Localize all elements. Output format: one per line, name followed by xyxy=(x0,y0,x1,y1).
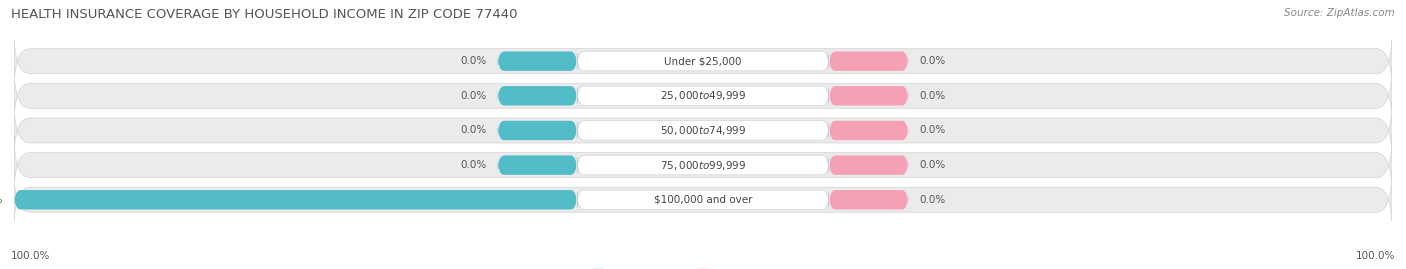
FancyBboxPatch shape xyxy=(576,121,830,140)
Legend: With Coverage, Without Coverage: With Coverage, Without Coverage xyxy=(588,264,818,269)
FancyBboxPatch shape xyxy=(830,86,908,105)
FancyBboxPatch shape xyxy=(498,155,576,175)
FancyBboxPatch shape xyxy=(498,86,576,105)
FancyBboxPatch shape xyxy=(14,101,1392,160)
FancyBboxPatch shape xyxy=(498,51,576,71)
Text: $75,000 to $99,999: $75,000 to $99,999 xyxy=(659,159,747,172)
FancyBboxPatch shape xyxy=(14,32,1392,90)
Text: Source: ZipAtlas.com: Source: ZipAtlas.com xyxy=(1284,8,1395,18)
FancyBboxPatch shape xyxy=(14,190,576,210)
Text: 0.0%: 0.0% xyxy=(920,195,945,205)
FancyBboxPatch shape xyxy=(830,190,908,210)
Text: 0.0%: 0.0% xyxy=(461,160,486,170)
FancyBboxPatch shape xyxy=(830,51,908,71)
FancyBboxPatch shape xyxy=(498,121,576,140)
Text: $25,000 to $49,999: $25,000 to $49,999 xyxy=(659,89,747,102)
Text: Under $25,000: Under $25,000 xyxy=(664,56,742,66)
FancyBboxPatch shape xyxy=(14,171,1392,229)
Text: 0.0%: 0.0% xyxy=(461,91,486,101)
Text: 100.0%: 100.0% xyxy=(0,195,3,205)
FancyBboxPatch shape xyxy=(830,121,908,140)
Text: 100.0%: 100.0% xyxy=(1355,251,1395,261)
FancyBboxPatch shape xyxy=(14,67,1392,125)
Text: 100.0%: 100.0% xyxy=(11,251,51,261)
FancyBboxPatch shape xyxy=(830,155,908,175)
Text: 0.0%: 0.0% xyxy=(920,91,945,101)
Text: $50,000 to $74,999: $50,000 to $74,999 xyxy=(659,124,747,137)
Text: HEALTH INSURANCE COVERAGE BY HOUSEHOLD INCOME IN ZIP CODE 77440: HEALTH INSURANCE COVERAGE BY HOUSEHOLD I… xyxy=(11,8,517,21)
FancyBboxPatch shape xyxy=(576,155,830,175)
Text: 0.0%: 0.0% xyxy=(461,125,486,136)
FancyBboxPatch shape xyxy=(576,86,830,105)
Text: 0.0%: 0.0% xyxy=(920,125,945,136)
FancyBboxPatch shape xyxy=(576,51,830,71)
Text: 0.0%: 0.0% xyxy=(461,56,486,66)
Text: $100,000 and over: $100,000 and over xyxy=(654,195,752,205)
Text: 0.0%: 0.0% xyxy=(920,56,945,66)
FancyBboxPatch shape xyxy=(576,190,830,210)
Text: 0.0%: 0.0% xyxy=(920,160,945,170)
FancyBboxPatch shape xyxy=(14,136,1392,194)
